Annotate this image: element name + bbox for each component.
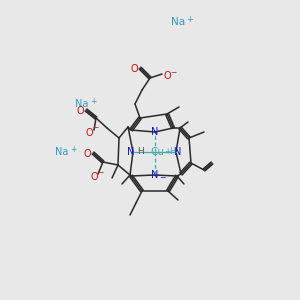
Text: N: N <box>127 147 135 157</box>
Text: −: − <box>170 68 176 77</box>
Text: O: O <box>130 64 138 74</box>
Text: +H: +H <box>164 148 176 157</box>
Text: −: − <box>159 173 165 182</box>
Text: N: N <box>174 147 182 157</box>
Text: H: H <box>138 148 144 157</box>
Text: O: O <box>76 106 84 116</box>
Text: −: − <box>97 169 103 178</box>
Text: +: + <box>187 16 194 25</box>
Text: O: O <box>163 71 171 81</box>
Text: −: − <box>92 124 98 133</box>
Text: Na: Na <box>171 17 185 27</box>
Text: Na: Na <box>75 99 89 109</box>
Text: Na: Na <box>55 147 69 157</box>
Text: O: O <box>83 149 91 159</box>
Text: Cu: Cu <box>150 147 164 157</box>
Text: N: N <box>151 127 159 137</box>
Text: +: + <box>90 98 96 106</box>
Text: O: O <box>85 128 93 138</box>
Text: +: + <box>70 146 76 154</box>
Text: N: N <box>151 170 159 180</box>
Text: O: O <box>90 172 98 182</box>
